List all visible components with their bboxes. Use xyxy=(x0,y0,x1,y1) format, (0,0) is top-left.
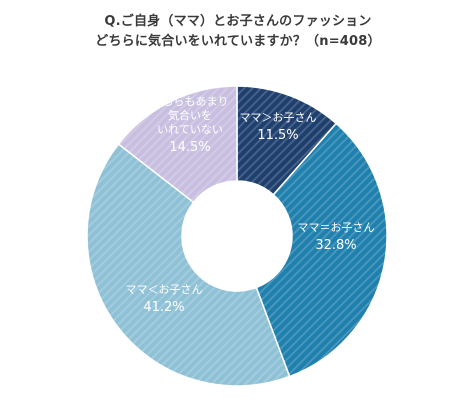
chart-title: Q.ご自身（ママ）とお子さんのファッション xyxy=(104,14,372,29)
slice-3 xyxy=(86,143,291,387)
slice-label-4-line-2: 気合いを xyxy=(168,108,212,122)
slice-value-4: 14.5% xyxy=(169,140,210,155)
slice-4 xyxy=(117,85,238,204)
slice-label-1: ママ＞お子さん xyxy=(240,111,317,124)
slice-value-2: 32.8% xyxy=(315,238,356,253)
slice-label-4-line-1: どちらもあまり xyxy=(152,95,229,108)
donut-slices xyxy=(86,85,388,387)
slice-value-3: 41.2% xyxy=(143,300,184,315)
donut-labels: ママ＞お子さん 11.5% ママ＝お子さん 32.8% ママ＜お子さん 41.2% どちらも… xyxy=(126,95,375,315)
slice-value-1: 11.5% xyxy=(257,128,298,143)
chart-subtitle: どちらに気合いをいれていますか？（n=408） xyxy=(95,34,381,49)
slice-label-2: ママ＝お子さん xyxy=(298,221,375,234)
slice-label-3: ママ＜お子さん xyxy=(126,283,203,296)
slice-2 xyxy=(255,122,388,378)
slice-label-4-line-3: いれていない xyxy=(157,123,223,136)
